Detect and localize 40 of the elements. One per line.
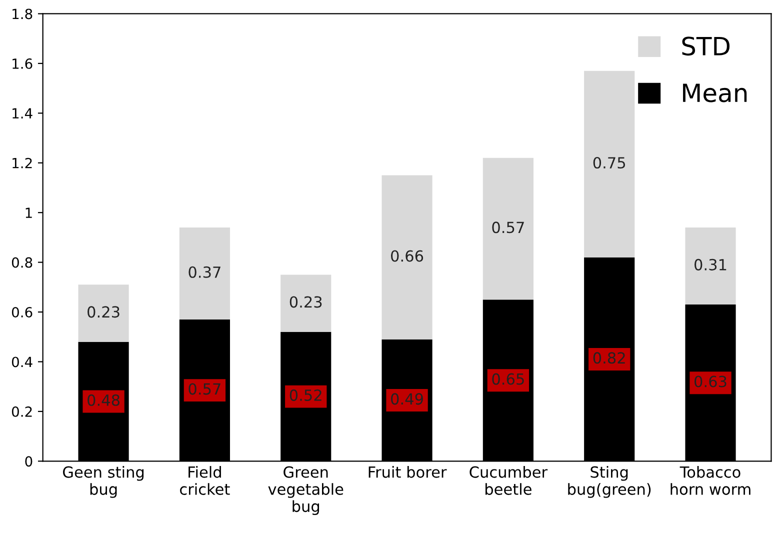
bar: [584, 70, 635, 258]
bar: [482, 158, 534, 300]
x-tick-label: Geen sting bug: [63, 466, 144, 498]
legend-label: STD: [682, 36, 730, 56]
y-tick-label: 0.6: [12, 306, 32, 318]
data-label: 0.23: [290, 296, 322, 308]
bar: [179, 228, 230, 320]
data-label: 0.66: [391, 250, 424, 262]
data-label: 0.48: [88, 394, 120, 406]
y-tick-label: 1.4: [12, 108, 32, 118]
x-tick-label: Tobacco horn worm: [670, 466, 750, 495]
y-tick-label: 1.2: [12, 158, 32, 168]
data-label: 0.49: [391, 393, 423, 405]
y-tick-label: 0: [25, 456, 32, 467]
bar: [280, 274, 332, 332]
bar: [78, 284, 129, 342]
y-tick-label: 0.4: [12, 356, 32, 368]
data-label: 0.57: [492, 222, 524, 234]
y-tick-label: 1: [26, 208, 32, 218]
bar: [382, 175, 432, 340]
y-tick-label: 0.2: [12, 406, 32, 417]
legend-label: Mean: [683, 84, 747, 102]
data-label: 0.75: [593, 156, 626, 169]
y-tick-label: 1.6: [12, 58, 32, 69]
data-label: 0.57: [188, 383, 220, 395]
x-tick-label: Green vegetable bug: [268, 466, 344, 516]
x-tick-label: Field cricket: [180, 466, 230, 495]
x-tick-label: Fruit borer: [368, 466, 447, 478]
bar: [685, 228, 736, 305]
data-label: 0.82: [593, 352, 625, 364]
x-tick-label: Cucumber beetle: [470, 466, 548, 495]
data-label: 0.52: [290, 389, 322, 401]
data-label: 0.65: [492, 373, 524, 385]
data-label: 0.37: [188, 266, 220, 278]
data-label: 0.31: [694, 258, 726, 270]
data-label: 0.63: [694, 376, 726, 388]
y-tick-label: 0.8: [12, 257, 32, 268]
data-label: 0.23: [88, 306, 120, 318]
x-tick-label: Sting bug(green): [568, 466, 651, 498]
y-tick-label: 1.8: [12, 8, 32, 20]
